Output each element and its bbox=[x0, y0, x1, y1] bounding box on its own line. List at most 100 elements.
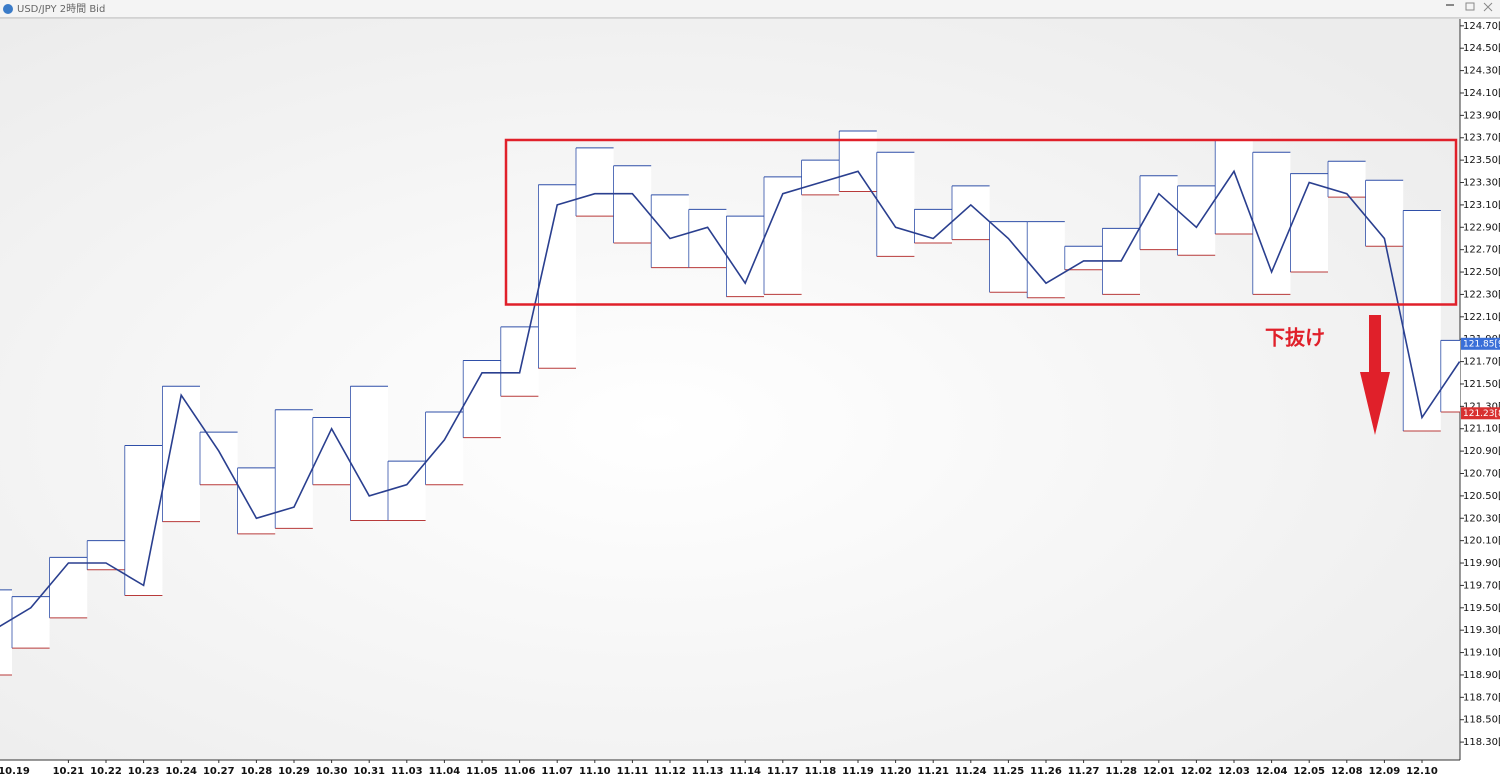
x-tick-label: 11.17 bbox=[767, 766, 799, 777]
maximize-button[interactable] bbox=[1465, 2, 1475, 11]
day-box bbox=[876, 152, 915, 257]
day-box bbox=[425, 411, 464, 485]
x-tick-label: 10.23 bbox=[128, 766, 160, 777]
day-box bbox=[275, 409, 313, 529]
x-tick-label: 12.10 bbox=[1406, 766, 1438, 777]
y-tick-label: 123.10[0 bbox=[1463, 200, 1500, 211]
x-tick-label: 10.22 bbox=[90, 766, 122, 777]
day-box bbox=[1290, 173, 1328, 273]
day-box bbox=[1140, 175, 1178, 250]
x-tick-label: 12.02 bbox=[1181, 766, 1213, 777]
x-tick-label: 12.03 bbox=[1218, 766, 1250, 777]
y-tick-label: 118.50[0 bbox=[1463, 715, 1500, 726]
x-tick-label: 11.12 bbox=[654, 766, 686, 777]
y-tick-label: 119.30[0 bbox=[1463, 625, 1500, 636]
y-tick-label: 122.10[0 bbox=[1463, 312, 1500, 323]
y-tick-label: 121.70[0 bbox=[1463, 357, 1500, 368]
x-tick-label: 11.19 bbox=[842, 766, 874, 777]
price-tag bbox=[1461, 407, 1500, 420]
y-tick-label: 123.50[0 bbox=[1463, 155, 1500, 166]
x-tick-label: 12.04 bbox=[1256, 766, 1288, 777]
y-tick-label: 120.70[0 bbox=[1463, 468, 1500, 479]
annotation: 下抜け bbox=[1265, 326, 1325, 350]
close-line bbox=[0, 169, 1460, 628]
x-tick-label: 11.04 bbox=[429, 766, 461, 777]
x-tick-label: 12.05 bbox=[1293, 766, 1325, 777]
y-tick-label: 123.30[0 bbox=[1463, 178, 1500, 189]
x-tick-label: 10.21 bbox=[53, 766, 85, 777]
x-tick-label: 12.09 bbox=[1369, 766, 1401, 777]
x-tick-label: 11.13 bbox=[692, 766, 724, 777]
day-box bbox=[500, 326, 539, 397]
minimize-button[interactable] bbox=[1446, 4, 1454, 6]
price-tag-label: 121.85[9] bbox=[1463, 339, 1500, 349]
y-tick-label: 118.90[0 bbox=[1463, 670, 1500, 681]
y-tick-label: 122.90[0 bbox=[1463, 222, 1500, 233]
day-box bbox=[350, 386, 388, 521]
y-tick-label: 121.50[0 bbox=[1463, 379, 1500, 390]
y-tick-label: 122.50[0 bbox=[1463, 267, 1500, 278]
x-tick-label: 11.28 bbox=[1105, 766, 1137, 777]
day-box bbox=[688, 209, 727, 268]
day-box bbox=[0, 589, 12, 675]
day-box bbox=[538, 184, 576, 369]
x-tick-label: 12.01 bbox=[1143, 766, 1175, 777]
day-box bbox=[613, 165, 652, 243]
day-box bbox=[200, 432, 238, 485]
x-tick-label: 10.28 bbox=[241, 766, 273, 777]
y-tick-label: 120.10[0 bbox=[1463, 536, 1500, 547]
day-box bbox=[12, 596, 50, 649]
x-tick-label: 11.27 bbox=[1068, 766, 1100, 777]
down-arrow bbox=[1360, 315, 1390, 435]
x-tick-label: 10.31 bbox=[353, 766, 385, 777]
day-box bbox=[576, 147, 614, 217]
x-tick-label: 11.03 bbox=[391, 766, 423, 777]
day-box bbox=[651, 194, 689, 268]
day-box bbox=[49, 557, 88, 618]
x-tick-label: 10.30 bbox=[316, 766, 348, 777]
y-tick-label: 121.10[0 bbox=[1463, 424, 1500, 435]
app-icon bbox=[3, 4, 13, 14]
day-box bbox=[1177, 185, 1216, 256]
x-tick-label: 10.29 bbox=[278, 766, 310, 777]
range-rectangle bbox=[504, 138, 1458, 306]
plot bbox=[0, 130, 1460, 676]
close-button[interactable] bbox=[1483, 2, 1493, 12]
y-tick-label: 122.30[0 bbox=[1463, 289, 1500, 300]
day-box bbox=[87, 540, 125, 570]
x-tick-label: 11.10 bbox=[579, 766, 611, 777]
price-tag-label: 121.23[8] bbox=[1463, 409, 1500, 419]
x-tick-label: 10.27 bbox=[203, 766, 235, 777]
x-tick-label: 11.14 bbox=[729, 766, 761, 777]
y-tick-label: 121.30[0 bbox=[1463, 401, 1500, 412]
day-box bbox=[764, 176, 802, 295]
y-tick-label: 120.50[0 bbox=[1463, 491, 1500, 502]
x-tick-label: 11.26 bbox=[1030, 766, 1062, 777]
x-tick-label: 10.19 bbox=[0, 766, 30, 777]
day-box bbox=[1027, 221, 1065, 298]
x-tick-label: 11.25 bbox=[993, 766, 1025, 777]
x-tick-label: 12.08 bbox=[1331, 766, 1363, 777]
x-tick-label: 11.05 bbox=[466, 766, 498, 777]
y-tick-label: 119.50[0 bbox=[1463, 603, 1500, 614]
x-axis-area bbox=[0, 760, 1460, 779]
day-box bbox=[952, 185, 990, 240]
y-tick-label: 124.50[0 bbox=[1463, 43, 1500, 54]
x-tick-label: 11.07 bbox=[541, 766, 573, 777]
y-tick-label: 124.70[0 bbox=[1463, 21, 1500, 32]
day-box bbox=[237, 467, 276, 534]
day-box bbox=[1328, 161, 1366, 198]
y-tick-label: 118.70[0 bbox=[1463, 692, 1500, 703]
title-bar bbox=[0, 0, 1500, 18]
day-box bbox=[1215, 139, 1253, 234]
x-tick-label: 11.18 bbox=[805, 766, 837, 777]
day-box bbox=[989, 221, 1028, 293]
y-tick-label: 119.90[0 bbox=[1463, 558, 1500, 569]
day-box bbox=[801, 160, 840, 195]
price-tag bbox=[1461, 337, 1500, 350]
plot-area bbox=[0, 19, 1460, 760]
x-tick-label: 11.21 bbox=[917, 766, 949, 777]
y-tick-label: 122.70[0 bbox=[1463, 245, 1500, 256]
window-title: USD/JPY 2時間 Bid bbox=[17, 3, 105, 15]
